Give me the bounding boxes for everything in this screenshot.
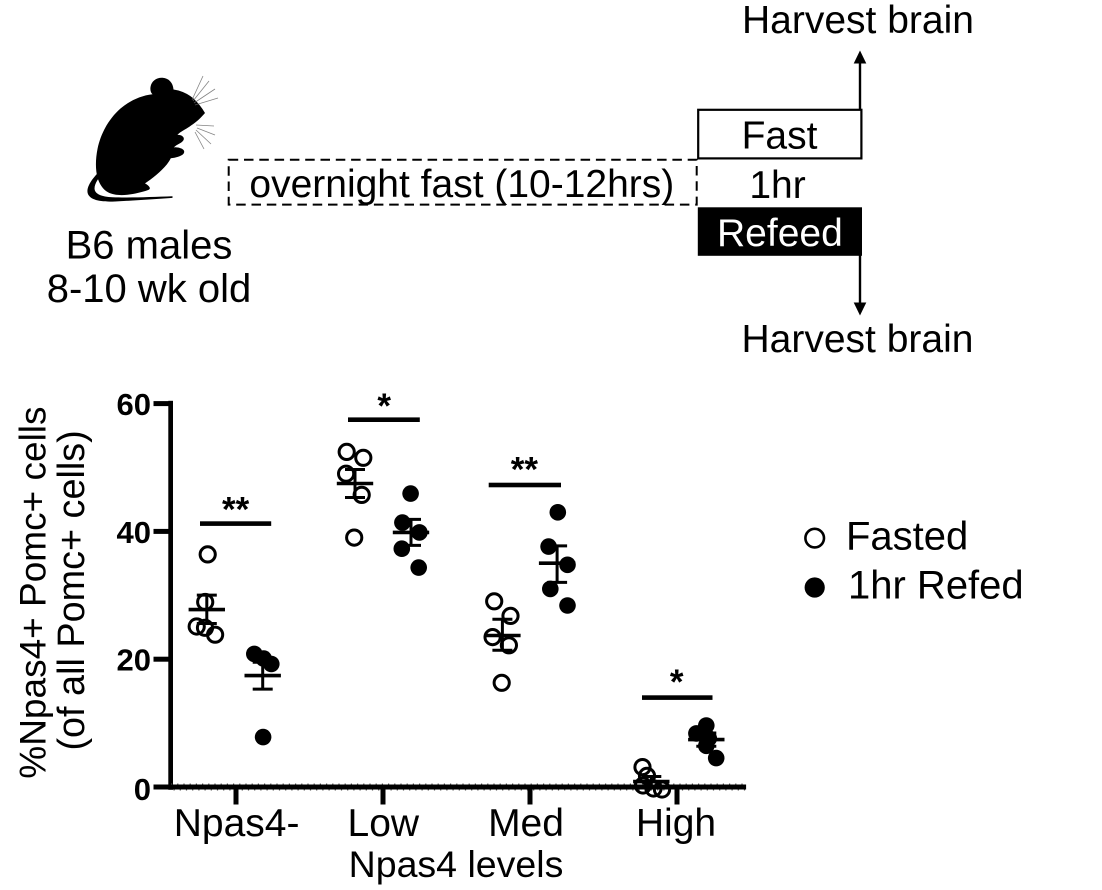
svg-text:*: * xyxy=(670,663,684,702)
svg-text:%Npas4+ Pomc+ cells: %Npas4+ Pomc+ cells xyxy=(13,406,54,778)
svg-text:60: 60 xyxy=(117,387,151,422)
svg-text:20: 20 xyxy=(117,643,151,678)
svg-text:1hr Refed: 1hr Refed xyxy=(848,563,1024,607)
svg-text:8-10 wk old: 8-10 wk old xyxy=(47,267,252,311)
svg-text:Fasted: Fasted xyxy=(846,515,968,559)
svg-text:Harvest brain: Harvest brain xyxy=(742,0,974,42)
svg-text:**: ** xyxy=(222,491,250,530)
svg-text:**: ** xyxy=(511,451,539,490)
svg-text:Low: Low xyxy=(348,802,420,845)
svg-text:Fast: Fast xyxy=(742,115,818,158)
svg-text:Npas4 levels: Npas4 levels xyxy=(349,843,564,885)
svg-text:0: 0 xyxy=(134,772,151,807)
svg-text:Harvest brain: Harvest brain xyxy=(742,318,974,361)
svg-text:High: High xyxy=(636,802,716,845)
svg-text:overnight fast (10-12hrs): overnight fast (10-12hrs) xyxy=(249,163,674,206)
svg-text:Npas4-: Npas4- xyxy=(174,802,300,845)
svg-text:40: 40 xyxy=(117,515,151,550)
svg-text:1hr: 1hr xyxy=(749,164,805,207)
svg-text:Refeed: Refeed xyxy=(717,212,843,255)
svg-text:Med: Med xyxy=(488,802,564,845)
svg-text:(of all Pomc+ cells): (of all Pomc+ cells) xyxy=(51,430,93,750)
svg-text:*: * xyxy=(377,387,391,426)
svg-text:B6 males: B6 males xyxy=(66,223,233,267)
